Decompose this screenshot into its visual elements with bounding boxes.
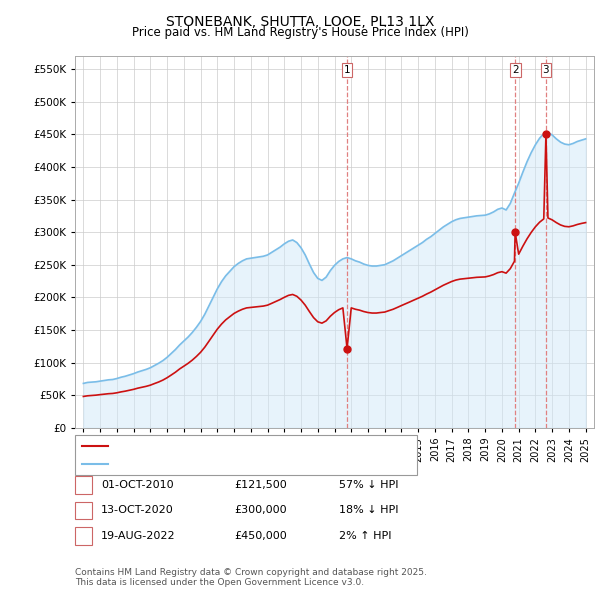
Text: HPI: Average price, detached house, Cornwall: HPI: Average price, detached house, Corn… [114, 458, 352, 468]
Text: 1: 1 [344, 65, 350, 76]
Text: 13-OCT-2020: 13-OCT-2020 [101, 506, 173, 515]
Text: 2: 2 [512, 65, 518, 76]
Text: 1: 1 [80, 480, 87, 490]
Text: 3: 3 [80, 531, 87, 540]
Text: STONEBANK, SHUTTA, LOOE, PL13 1LX: STONEBANK, SHUTTA, LOOE, PL13 1LX [166, 15, 434, 29]
Text: 18% ↓ HPI: 18% ↓ HPI [339, 506, 398, 515]
Text: 19-AUG-2022: 19-AUG-2022 [101, 531, 175, 540]
Text: 2% ↑ HPI: 2% ↑ HPI [339, 531, 391, 540]
Text: 3: 3 [542, 65, 549, 76]
Text: £450,000: £450,000 [234, 531, 287, 540]
Text: £121,500: £121,500 [234, 480, 287, 490]
Text: 2: 2 [80, 506, 87, 515]
Text: STONEBANK, SHUTTA, LOOE, PL13 1LX (detached house): STONEBANK, SHUTTA, LOOE, PL13 1LX (detac… [114, 441, 410, 451]
Text: 01-OCT-2010: 01-OCT-2010 [101, 480, 173, 490]
Text: 57% ↓ HPI: 57% ↓ HPI [339, 480, 398, 490]
Text: Contains HM Land Registry data © Crown copyright and database right 2025.
This d: Contains HM Land Registry data © Crown c… [75, 568, 427, 587]
Text: £300,000: £300,000 [234, 506, 287, 515]
Text: Price paid vs. HM Land Registry's House Price Index (HPI): Price paid vs. HM Land Registry's House … [131, 26, 469, 39]
